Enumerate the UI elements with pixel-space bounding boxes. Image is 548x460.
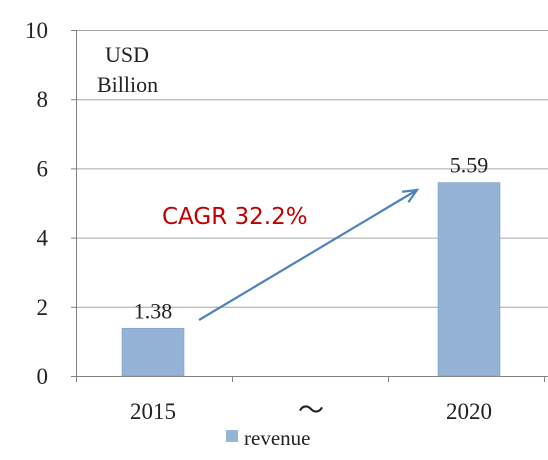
y-tick-label: 10 [25, 18, 48, 43]
y-tick-labels: 0 2 4 6 8 10 [25, 18, 76, 389]
y-tick-label: 6 [37, 156, 49, 181]
cagr-arrow [198, 188, 420, 321]
y-tick-label: 2 [37, 295, 49, 320]
data-label: 1.38 [134, 298, 173, 323]
cagr-annotation: CAGR 32.2% [162, 204, 308, 230]
unit-label-line1: USD [105, 42, 149, 67]
y-tick-label: 4 [37, 226, 49, 251]
y-tick-label: 8 [37, 87, 49, 112]
data-labels: 1.38 5.59 [134, 153, 489, 324]
legend: revenue [226, 426, 310, 450]
bars [121, 182, 501, 377]
bar [437, 182, 501, 377]
x-tick-label: 2020 [446, 399, 492, 424]
legend-swatch [226, 430, 238, 442]
cagr-arrow-line [198, 189, 418, 321]
data-label: 5.59 [450, 153, 489, 178]
legend-label: revenue [244, 426, 310, 450]
x-tick-labels: 2015 2020 [130, 399, 492, 424]
y-tick-label: 0 [37, 364, 49, 389]
unit-label-line2: Billion [97, 72, 158, 97]
cagr-arrow-head [401, 188, 420, 203]
between-label: ～ [298, 396, 324, 425]
axes [71, 30, 548, 382]
bar [121, 327, 185, 377]
x-tick-label: 2015 [130, 399, 176, 424]
